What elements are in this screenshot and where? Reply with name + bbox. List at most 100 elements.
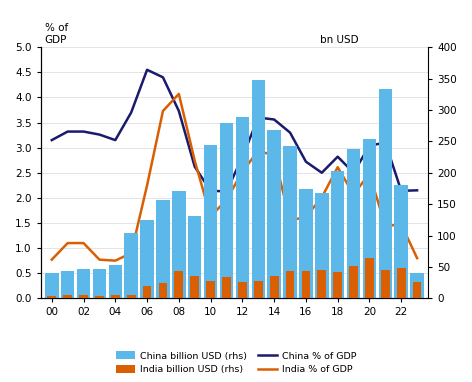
- Bar: [318, 270, 326, 298]
- India % of GDP: [65, 241, 70, 245]
- India % of GDP: [128, 251, 134, 256]
- China % of GDP: [335, 154, 340, 159]
- Bar: [111, 295, 120, 298]
- China % of GDP: [112, 138, 118, 142]
- India % of GDP: [97, 257, 102, 262]
- India % of GDP: [224, 197, 229, 202]
- Legend: China billion USD (rhs), India billion USD (rhs), China % of GDP, India % of GDP: China billion USD (rhs), India billion U…: [113, 348, 359, 377]
- China % of GDP: [65, 129, 70, 134]
- China % of GDP: [160, 75, 166, 79]
- China % of GDP: [414, 188, 420, 193]
- China % of GDP: [224, 189, 229, 194]
- Bar: [286, 271, 295, 298]
- Bar: [362, 139, 376, 298]
- Bar: [283, 146, 297, 298]
- India % of GDP: [208, 214, 213, 219]
- Bar: [143, 286, 152, 298]
- Bar: [395, 185, 408, 298]
- Bar: [159, 283, 168, 298]
- Bar: [365, 258, 374, 298]
- India % of GDP: [144, 183, 150, 188]
- Bar: [397, 267, 405, 298]
- Bar: [410, 273, 424, 298]
- Bar: [254, 281, 262, 298]
- India % of GDP: [398, 222, 404, 227]
- India % of GDP: [335, 165, 340, 170]
- Bar: [302, 271, 310, 298]
- India % of GDP: [319, 195, 325, 200]
- Bar: [172, 191, 185, 298]
- China % of GDP: [128, 110, 134, 115]
- China % of GDP: [271, 117, 277, 122]
- Bar: [175, 271, 183, 298]
- Bar: [206, 282, 215, 298]
- China % of GDP: [192, 164, 198, 169]
- Bar: [95, 296, 104, 298]
- Bar: [270, 276, 278, 298]
- Bar: [333, 272, 342, 298]
- China % of GDP: [208, 189, 213, 193]
- Bar: [93, 269, 106, 298]
- India % of GDP: [382, 224, 388, 228]
- Bar: [77, 269, 90, 298]
- China % of GDP: [81, 129, 86, 134]
- Bar: [268, 130, 281, 298]
- Bar: [140, 220, 154, 298]
- China % of GDP: [144, 68, 150, 72]
- Bar: [47, 296, 56, 298]
- Bar: [331, 171, 345, 298]
- Bar: [125, 233, 138, 298]
- India % of GDP: [160, 108, 166, 113]
- China % of GDP: [382, 140, 388, 145]
- China % of GDP: [351, 170, 356, 175]
- India % of GDP: [81, 241, 86, 245]
- China % of GDP: [319, 170, 325, 175]
- Bar: [236, 118, 249, 298]
- China % of GDP: [255, 115, 261, 120]
- Bar: [413, 282, 421, 298]
- Text: % of
GDP: % of GDP: [44, 23, 68, 45]
- India % of GDP: [287, 218, 293, 223]
- India % of GDP: [414, 256, 420, 261]
- Bar: [238, 282, 247, 298]
- Bar: [204, 145, 218, 298]
- China % of GDP: [49, 138, 55, 142]
- Bar: [347, 149, 360, 298]
- Bar: [349, 266, 358, 298]
- Bar: [61, 271, 75, 298]
- Bar: [156, 201, 170, 298]
- Bar: [45, 273, 59, 298]
- Bar: [252, 81, 265, 298]
- India % of GDP: [303, 215, 309, 219]
- Line: China % of GDP: China % of GDP: [52, 70, 417, 191]
- Bar: [222, 277, 231, 298]
- Bar: [109, 265, 122, 298]
- Bar: [379, 89, 392, 298]
- Bar: [190, 276, 199, 298]
- China % of GDP: [97, 132, 102, 137]
- China % of GDP: [303, 159, 309, 164]
- China % of GDP: [367, 143, 372, 148]
- India % of GDP: [367, 172, 372, 176]
- Bar: [127, 295, 135, 298]
- India % of GDP: [255, 148, 261, 153]
- China % of GDP: [176, 108, 182, 113]
- India % of GDP: [271, 154, 277, 158]
- Bar: [315, 193, 329, 298]
- India % of GDP: [176, 92, 182, 96]
- Bar: [79, 295, 88, 298]
- Line: India % of GDP: India % of GDP: [52, 94, 417, 261]
- India % of GDP: [351, 192, 356, 197]
- India % of GDP: [49, 257, 55, 262]
- Text: bn USD: bn USD: [320, 35, 358, 45]
- India % of GDP: [192, 159, 198, 163]
- Bar: [299, 189, 312, 298]
- Bar: [188, 216, 202, 298]
- India % of GDP: [112, 258, 118, 263]
- Bar: [381, 270, 390, 298]
- China % of GDP: [240, 155, 245, 159]
- India % of GDP: [240, 170, 245, 174]
- China % of GDP: [287, 130, 293, 135]
- Bar: [63, 295, 72, 298]
- Bar: [220, 123, 233, 298]
